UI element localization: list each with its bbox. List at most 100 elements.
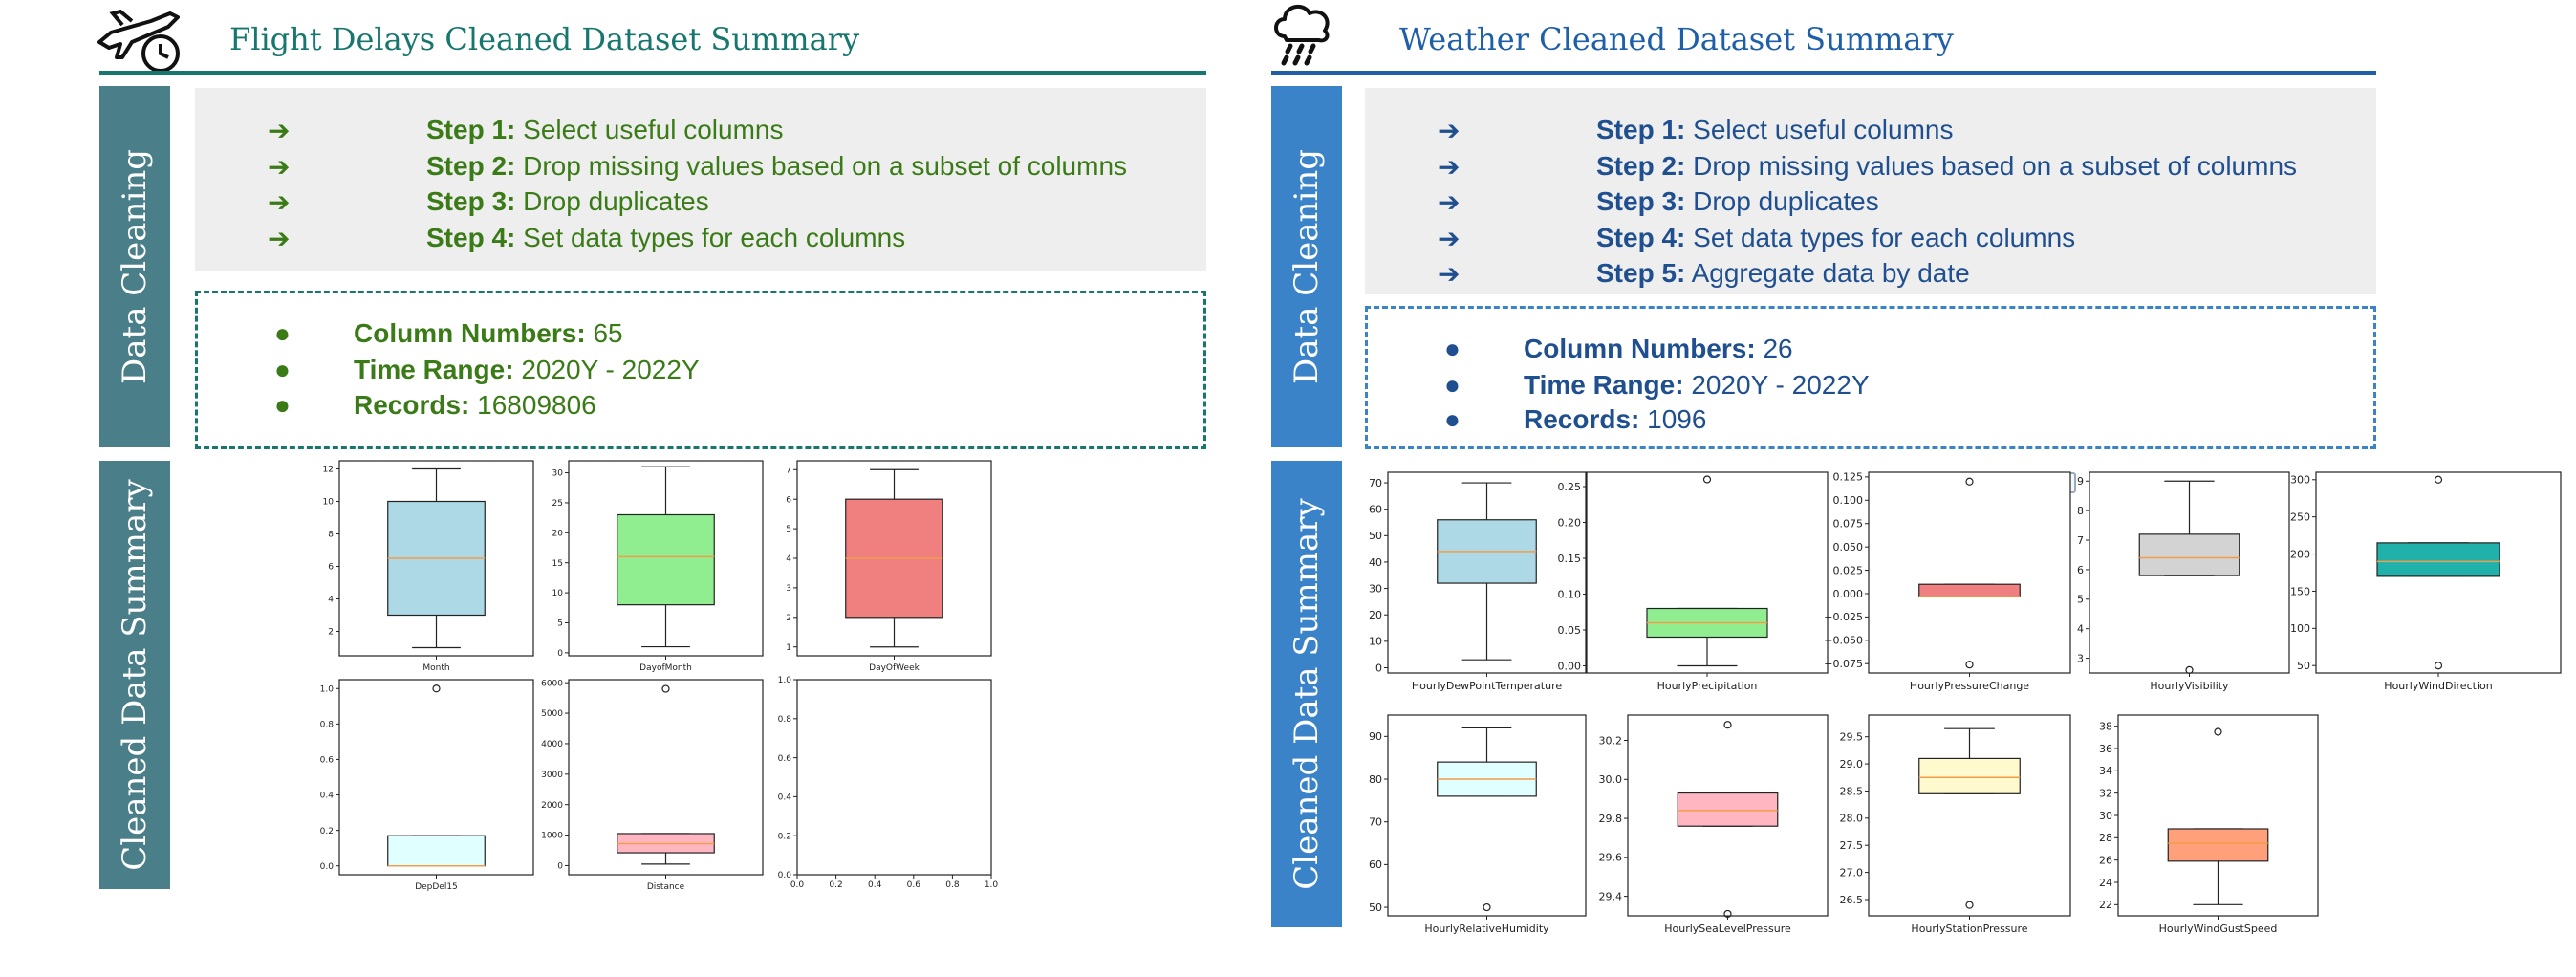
y-tick-label: 20 (552, 529, 564, 538)
y-tick-label: 15 (552, 559, 563, 569)
flight-sidebar-cleaning: Data Cleaning (99, 86, 170, 447)
y-tick-label: 0.8 (320, 721, 335, 730)
x-axis-label: HourlyPressureChange (1910, 680, 2029, 692)
x-tick-label: 0.2 (829, 880, 842, 890)
step-text: Select useful columns (1693, 115, 1954, 144)
y-tick-label: 28 (2099, 832, 2112, 844)
y-tick-label: 12 (323, 466, 334, 475)
weather-sidebar-cleaning: Data Cleaning (1271, 86, 1342, 447)
y-tick-label: 0.125 (1833, 471, 1864, 484)
y-tick-label: 1 (786, 643, 791, 653)
step-label: Step 1: (1596, 115, 1686, 144)
y-tick-label: 9 (2077, 475, 2084, 488)
y-tick-label: 25 (552, 499, 563, 509)
y-tick-label: 6 (786, 495, 791, 505)
stat-value: 1096 (1647, 404, 1707, 434)
arrow-icon: ➔ (268, 187, 291, 217)
y-tick-label: 1000 (541, 832, 563, 841)
y-tick-label: −0.050 (1824, 635, 1863, 647)
outlier-point (2185, 665, 2194, 675)
flight-step-row: ➔ Step 4: Set data types for each column… (268, 223, 1128, 255)
y-tick-label: 0.2 (320, 827, 334, 836)
step-label: Step 1: (426, 115, 516, 144)
y-tick-label: 60 (1369, 504, 1382, 516)
y-tick-label: 4 (2077, 623, 2084, 636)
weather-step-row: ➔ Step 1: Select useful columns (1438, 115, 2298, 147)
y-tick-label: 0.4 (778, 793, 792, 803)
outlier-point (661, 684, 670, 693)
y-tick-label: 8 (2077, 505, 2084, 517)
step-label: Step 5: (1596, 258, 1686, 288)
y-tick-label: 29.0 (1840, 758, 1864, 771)
stat-value: 2020Y - 2022Y (521, 355, 700, 384)
step-label: Step 3: (1596, 186, 1686, 216)
y-tick-label: 0.050 (1833, 541, 1864, 554)
stat-value: 26 (1763, 334, 1793, 363)
y-tick-label: 30 (2099, 810, 2112, 822)
y-tick-label: 90 (1369, 730, 1382, 743)
y-tick-label: 0.15 (1558, 553, 1582, 565)
chart-hourlyrelativehumidity: 50 60 70 80 90 HourlyRelativeHumidity (1369, 714, 1587, 935)
y-tick-label: 32 (2099, 788, 2112, 800)
weather-stats-box: ● Column Numbers: 26 ● Time Range: 2020Y… (1365, 306, 2376, 449)
chart-frame (1868, 471, 2071, 674)
y-tick-label: 29.6 (1599, 852, 1623, 864)
chart-hourlypressurechange: −0.075 −0.050 −0.025 0.000 0.025 0.050 0.075 0.… (1824, 471, 2071, 692)
y-tick-label: 6 (2077, 564, 2084, 576)
flight-step-row: ➔ Step 3: Drop duplicates (268, 186, 1128, 219)
arrow-icon: ➔ (1438, 116, 1461, 145)
y-tick-label: 30.0 (1599, 773, 1623, 786)
y-tick-label: 30 (1369, 582, 1382, 595)
flight-stat-row: ● Time Range: 2020Y - 2022Y (274, 355, 1039, 387)
iqr-box (2376, 542, 2500, 577)
y-tick-label: 3 (786, 584, 791, 594)
arrow-icon: ➔ (268, 224, 291, 253)
outlier-point (1965, 661, 1974, 669)
y-tick-label: 2000 (541, 801, 563, 811)
y-tick-label: −0.075 (1824, 658, 1863, 670)
stat-label: Records: (354, 390, 470, 420)
x-axis-label: DayofMonth (639, 663, 692, 673)
weather-step-row: ➔ Step 5: Aggregate data by date (1438, 258, 2298, 291)
y-tick-label: 0.075 (1833, 518, 1864, 531)
y-tick-label: 4 (328, 596, 334, 605)
outlier-point (1965, 901, 1974, 909)
step-label: Step 2: (426, 151, 516, 181)
x-tick-label: 0.8 (945, 880, 960, 890)
chart-depdel15: 0.0 0.2 0.4 0.6 0.8 1.0 DepDel15 (320, 679, 534, 892)
chart-month: 2 4 6 8 10 12 Month (323, 460, 534, 673)
chart-hourlystationpressure: 26.5 27.0 27.5 28.0 28.5 29.0 29.5 HourlyStatio… (1840, 714, 2071, 935)
cloud-rain-icon (1274, 4, 1330, 66)
bullet-icon: ● (1444, 404, 1461, 434)
y-tick-label: 50 (1369, 530, 1382, 542)
y-tick-label: 0.20 (1558, 516, 1582, 529)
flight-step-row: ➔ Step 2: Drop missing values based on a… (268, 151, 1128, 184)
stat-label: Column Numbers: (1524, 334, 1756, 363)
weather-stat-row: ● Column Numbers: 26 (1444, 334, 2209, 366)
y-tick-label: 5 (786, 525, 791, 534)
flight-stat-row: ● Records: 16809806 (274, 390, 1039, 423)
y-tick-label: 3 (2077, 652, 2084, 664)
x-axis-label: HourlyStationPressure (1911, 923, 2027, 935)
weather-step-row: ➔ Step 3: Drop duplicates (1438, 186, 2298, 219)
y-tick-label: 29.5 (1840, 731, 1864, 744)
bullet-icon: ● (1444, 370, 1461, 400)
weather-stat-row: ● Time Range: 2020Y - 2022Y (1444, 370, 2209, 402)
outlier-point (2434, 475, 2443, 484)
y-tick-label: 0.2 (778, 832, 791, 841)
chart-hourlydewpointtemperature: 0 10 20 30 40 50 60 70 HourlyDewPointTemperature (1369, 471, 1587, 692)
chart-hourlywindgustspeed: 22 24 26 28 30 32 34 36 38 HourlyWindGustSpeed (2099, 714, 2319, 935)
y-tick-label: 4 (786, 554, 791, 564)
chart-dayofmonth: 0 5 10 15 20 25 30 DayofMonth (552, 460, 764, 673)
chart-empty: 0.0 0.2 0.4 0.6 0.8 1.0 0.0 0.2 0.4 0.6 0.8 1.0 (778, 676, 999, 890)
step-text: Set data types for each columns (523, 223, 906, 252)
y-tick-label: 38 (2099, 721, 2112, 733)
y-tick-label: 10 (1369, 636, 1382, 648)
y-tick-label: 30 (552, 469, 564, 479)
step-text: Set data types for each columns (1693, 223, 2076, 252)
y-tick-label: 0.6 (320, 756, 335, 766)
x-axis-label: DayOfWeek (869, 663, 920, 673)
y-tick-label: 30.2 (1599, 734, 1623, 747)
y-tick-label: 5000 (541, 709, 563, 719)
y-tick-label: 7 (2077, 534, 2084, 547)
